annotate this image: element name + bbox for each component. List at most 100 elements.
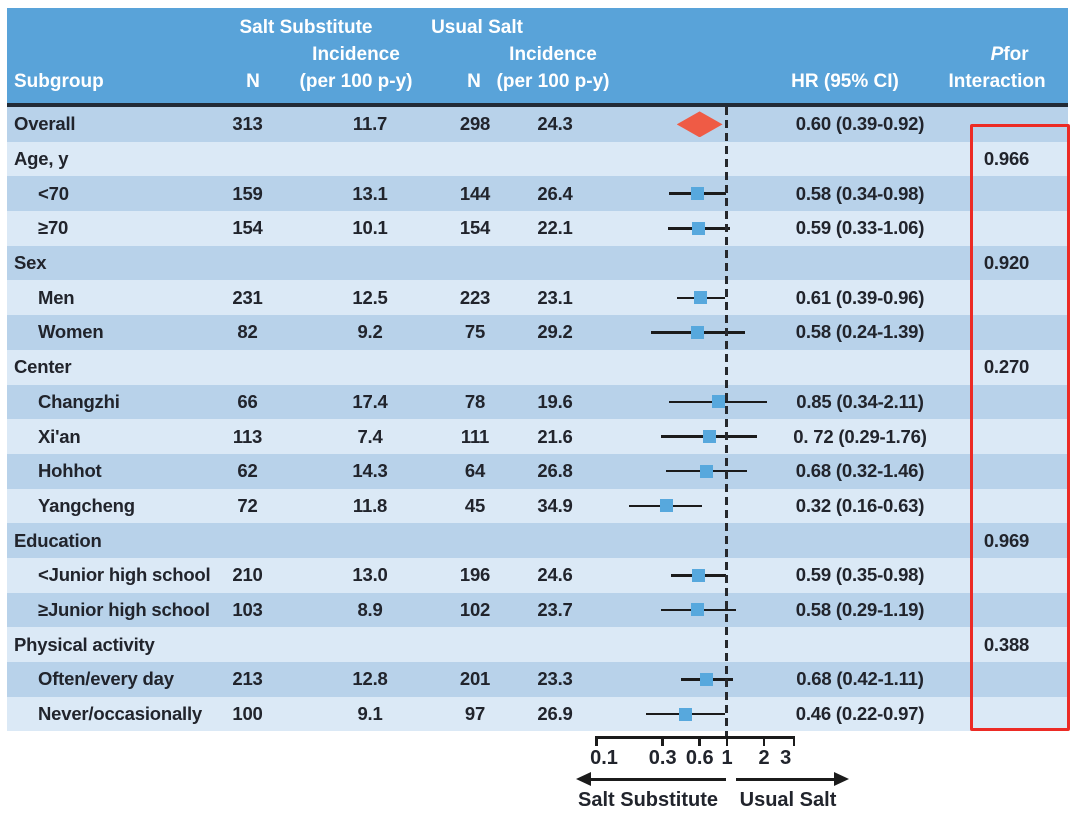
n-salt-substitute: 72 (237, 494, 258, 516)
arrow-right-line (736, 778, 835, 781)
axis-endcap-left (595, 736, 598, 746)
n-usual-salt: 154 (459, 217, 491, 239)
n-usual-salt: 102 (459, 598, 491, 620)
n-usual-salt: 111 (460, 425, 490, 447)
header-group-salt-substitute: Salt Substitute (239, 17, 373, 38)
axis-endcap-right (792, 736, 795, 746)
incidence-usual-salt (495, 350, 615, 385)
hr-point-marker (702, 430, 716, 444)
hr-point-marker (711, 395, 725, 409)
incidence-usual-salt: 26.8 (537, 460, 573, 482)
forest-plot-cell (615, 107, 775, 142)
table-row-sex: Sex 0.920 (7, 245, 1068, 281)
incidence-usual-salt (495, 246, 615, 281)
incidence-usual-salt (495, 627, 615, 662)
incidence-usual-salt: 23.1 (537, 286, 573, 308)
axis-line (595, 736, 795, 739)
incidence-usual-salt: 23.3 (537, 668, 573, 690)
incidence-usual-salt: 24.6 (537, 564, 573, 586)
axis-tick-label: 3 (780, 747, 792, 769)
hr-ci-text (775, 350, 945, 385)
subgroup-label: Center (14, 356, 72, 378)
n-salt-substitute (210, 142, 285, 177)
n-salt-substitute: 231 (232, 286, 263, 308)
incidence-usual-salt: 21.6 (537, 425, 573, 447)
subgroup-label: Sex (14, 252, 47, 274)
incidence-salt-substitute (285, 523, 455, 558)
axis-tick-label: 1 (721, 747, 733, 769)
forest-plot-cell (615, 211, 775, 246)
subgroup-label: Hohhot (38, 460, 102, 482)
header-p-for: P for (991, 44, 1029, 66)
axis-tick-label: 0.3 (648, 747, 677, 769)
hr-ci-text: 0. 72 (0.29-1.76) (793, 425, 927, 447)
incidence-usual-salt (495, 523, 615, 558)
table-row-overall: Overall 313 11.7 298 24.3 0.60 (0.39-0.9… (7, 107, 1068, 142)
table-row-often-every-day: Often/every day 213 12.8 201 23.3 0.68 (… (7, 662, 1068, 697)
subgroup-label: Education (14, 529, 102, 551)
n-usual-salt: 45 (464, 494, 486, 516)
n-salt-substitute (210, 246, 285, 281)
subgroup-label: Overall (14, 113, 76, 135)
hr-ci-text: 0.46 (0.22-0.97) (795, 703, 925, 725)
hr-point-marker (699, 672, 713, 686)
incidence-usual-salt (495, 142, 615, 177)
p-interaction-highlight-box (970, 124, 1070, 731)
incidence-salt-substitute: 14.3 (352, 460, 388, 482)
incidence-usual-salt: 19.6 (537, 390, 573, 412)
n-salt-substitute: 313 (232, 113, 263, 135)
n-salt-substitute: 213 (232, 668, 263, 690)
subgroup-label: <70 (38, 182, 69, 204)
subgroup-label: Xi'an (38, 425, 81, 447)
incidence-salt-substitute: 12.8 (352, 668, 388, 690)
incidence-usual-salt: 23.7 (537, 598, 573, 620)
incidence-salt-substitute: 11.7 (352, 113, 388, 135)
subgroup-label: Physical activity (14, 633, 155, 655)
header-interaction: Interaction (948, 71, 1046, 92)
table-row-men: Men 231 12.5 223 23.1 0.61 (0.39-0.96) (7, 280, 1068, 316)
forest-plot-cell (615, 246, 775, 281)
forest-plot-cell (615, 315, 775, 350)
incidence-salt-substitute (285, 142, 455, 177)
incidence-salt-substitute: 9.2 (357, 321, 383, 343)
p-interaction-value: 0.388 (983, 633, 1030, 655)
p-interaction-value: 0.969 (983, 529, 1030, 551)
n-usual-salt (455, 350, 495, 385)
table-body: Overall 313 11.7 298 24.3 0.60 (0.39-0.9… (7, 107, 1068, 732)
subgroup-label: Often/every day (38, 668, 174, 690)
axis-tick-label: 0.6 (685, 747, 714, 769)
header-incidence-ss: Incidence (312, 44, 400, 65)
subgroup-label: Never/occasionally (38, 703, 203, 725)
subgroup-label: <Junior high school (38, 564, 211, 586)
table-row-yangcheng: Yangcheng 72 11.8 45 34.9 0.32 (0.16-0.6… (7, 488, 1068, 524)
n-salt-substitute: 113 (232, 425, 263, 447)
table-row-physical-activity: Physical activity 0.388 (7, 627, 1068, 662)
axis-tick (661, 736, 664, 746)
n-usual-salt: 64 (464, 460, 486, 482)
subgroup-label: Age, y (14, 148, 69, 170)
hr-ci-text (775, 246, 945, 281)
incidence-salt-substitute: 10.1 (352, 217, 388, 239)
header-incidence-us: Incidence (509, 44, 597, 65)
incidence-usual-salt: 26.9 (537, 703, 573, 725)
axis-tick-label: 2 (758, 747, 770, 769)
subgroup-table: Subgroup Salt Substitute Usual Salt Inci… (7, 8, 1068, 732)
table-row-changzhi: Changzhi 66 17.4 78 19.6 0.85 (0.34-2.11… (7, 384, 1068, 420)
hr-ci-text (775, 142, 945, 177)
subgroup-label: Women (38, 321, 104, 343)
hr-ci-text: 0.68 (0.32-1.46) (795, 460, 925, 482)
n-usual-salt (455, 246, 495, 281)
header-per100-us: (per 100 p-y) (496, 71, 610, 92)
incidence-salt-substitute: 9.1 (357, 703, 383, 725)
forest-plot-cell (615, 142, 775, 177)
hr-ci-text (775, 627, 945, 662)
hr-point-marker (692, 221, 706, 235)
axis-tick (725, 736, 729, 746)
table-row-education: Education 0.969 (7, 523, 1068, 558)
p-interaction-value: 0.270 (983, 356, 1030, 378)
hr-ci-text: 0.60 (0.39-0.92) (795, 113, 925, 135)
subgroup-label: Men (38, 286, 75, 308)
hr-ci-text: 0.85 (0.34-2.11) (796, 390, 924, 412)
subgroup-label: ≥70 (38, 217, 69, 239)
hr-ci-text: 0.61 (0.39-0.96) (795, 286, 925, 308)
